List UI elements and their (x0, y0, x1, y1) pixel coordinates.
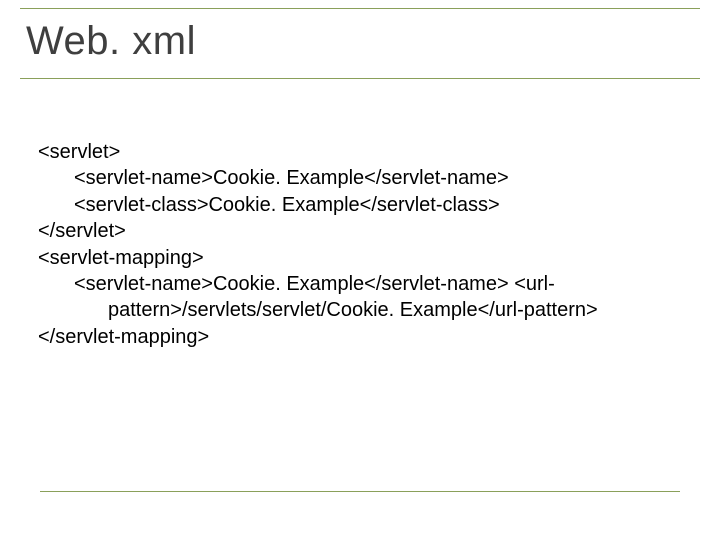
slide-frame: Web. xml <servlet> <servlet-name>Cookie.… (20, 8, 700, 520)
code-line: </servlet> (38, 218, 670, 244)
slide-title: Web. xml (26, 19, 694, 64)
title-rule-box: Web. xml (20, 8, 700, 79)
bottom-rule (40, 491, 680, 492)
code-line: <servlet> (38, 139, 670, 165)
code-line: <servlet-class>Cookie. Example</servlet-… (38, 192, 670, 218)
code-line: <servlet-name>Cookie. Example</servlet-n… (38, 165, 670, 191)
code-line: <servlet-mapping> (38, 245, 670, 271)
code-line: </servlet-mapping> (38, 324, 670, 350)
code-line: <servlet-name>Cookie. Example</servlet-n… (38, 271, 670, 297)
code-line: pattern>/servlets/servlet/Cookie. Exampl… (38, 297, 670, 323)
code-block: <servlet> <servlet-name>Cookie. Example<… (20, 139, 700, 350)
